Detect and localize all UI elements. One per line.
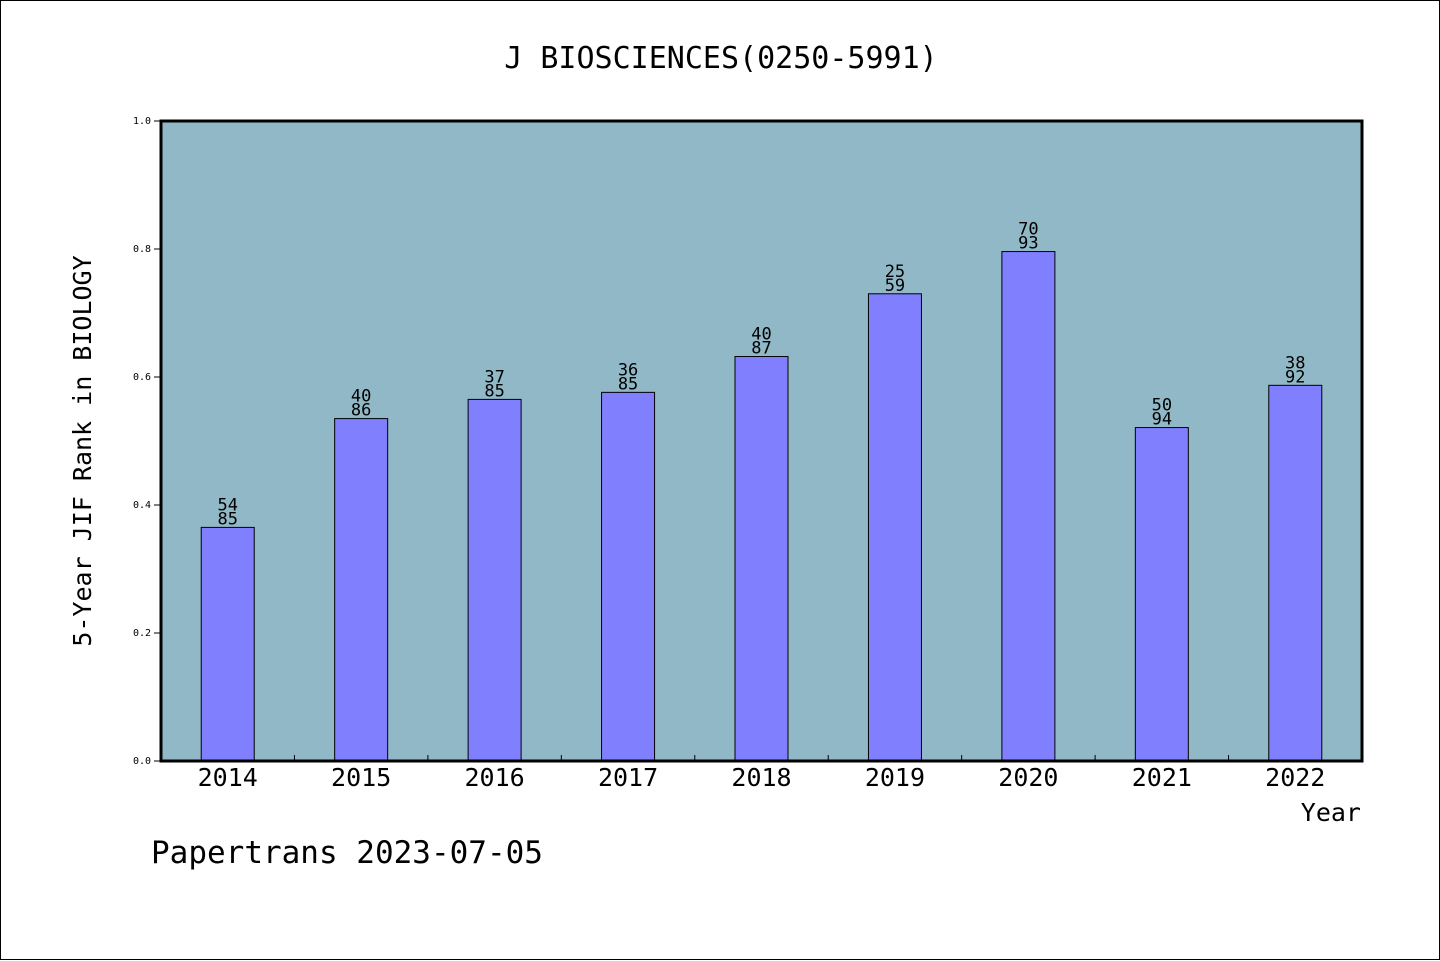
bar-2019 xyxy=(867,293,922,762)
y-axis-label: 5-Year JIF Rank in BIOLOGY xyxy=(68,255,97,646)
bar-2014 xyxy=(200,526,255,762)
bar-label-bottom: 85 xyxy=(484,381,504,401)
footer-credit: Papertrans 2023-07-05 xyxy=(151,835,543,871)
bar-label-top: 40 xyxy=(751,325,771,345)
bar-2016 xyxy=(467,398,522,762)
bar-label-top: 37 xyxy=(484,367,504,387)
bar-label-bottom: 59 xyxy=(885,276,905,296)
x-tick-label: 2021 xyxy=(1132,763,1192,792)
bar-label-top: 36 xyxy=(618,360,638,380)
bar-label-top: 40 xyxy=(351,387,371,407)
bar-label-bottom: 85 xyxy=(618,374,638,394)
x-tick-label: 2018 xyxy=(731,763,791,792)
bar-label-top: 50 xyxy=(1152,396,1172,416)
bar-2017 xyxy=(601,391,656,762)
y-tick-label: 0.8 xyxy=(133,244,151,255)
bar-2021 xyxy=(1134,427,1189,762)
bar-label-bottom: 85 xyxy=(217,509,237,529)
x-axis-label: Year xyxy=(1301,798,1361,827)
bar-label-bottom: 93 xyxy=(1018,234,1038,254)
y-tick-label: 1.0 xyxy=(133,116,151,127)
bar-label-top: 25 xyxy=(885,262,905,282)
x-axis: 2014 2015 2016 2017 2018 2019 2020 2021 2022 xyxy=(198,755,1325,792)
y-tick-label: 0.0 xyxy=(133,756,151,767)
x-tick-label: 2014 xyxy=(198,763,258,792)
bar-label-bottom: 94 xyxy=(1152,410,1172,430)
bar-2015 xyxy=(334,418,389,762)
bar-2020 xyxy=(1001,251,1056,762)
bar-2022 xyxy=(1268,384,1323,762)
bar-label-top: 54 xyxy=(217,495,237,515)
x-tick-label: 2017 xyxy=(598,763,658,792)
x-tick-label: 2016 xyxy=(465,763,525,792)
x-tick-label: 2020 xyxy=(998,763,1058,792)
bar-label-bottom: 86 xyxy=(351,401,371,421)
bar-2018 xyxy=(734,356,789,762)
x-tick-label: 2022 xyxy=(1265,763,1325,792)
bar-label-top: 70 xyxy=(1018,220,1038,240)
bar-label-top: 38 xyxy=(1285,353,1305,373)
x-tick-label: 2015 xyxy=(331,763,391,792)
chart-title: J BIOSCIENCES(0250-5991) xyxy=(504,41,937,76)
y-tick-label: 0.4 xyxy=(133,500,151,511)
bar-label-bottom: 92 xyxy=(1285,367,1305,387)
x-tick-label: 2019 xyxy=(865,763,925,792)
bar-label-bottom: 87 xyxy=(751,339,771,359)
y-tick-label: 0.6 xyxy=(133,372,151,383)
plot-frame xyxy=(159,119,1364,763)
y-axis: 0.0 0.2 0.4 0.6 0.8 1.0 xyxy=(133,116,161,767)
y-tick-label: 0.2 xyxy=(133,628,151,639)
